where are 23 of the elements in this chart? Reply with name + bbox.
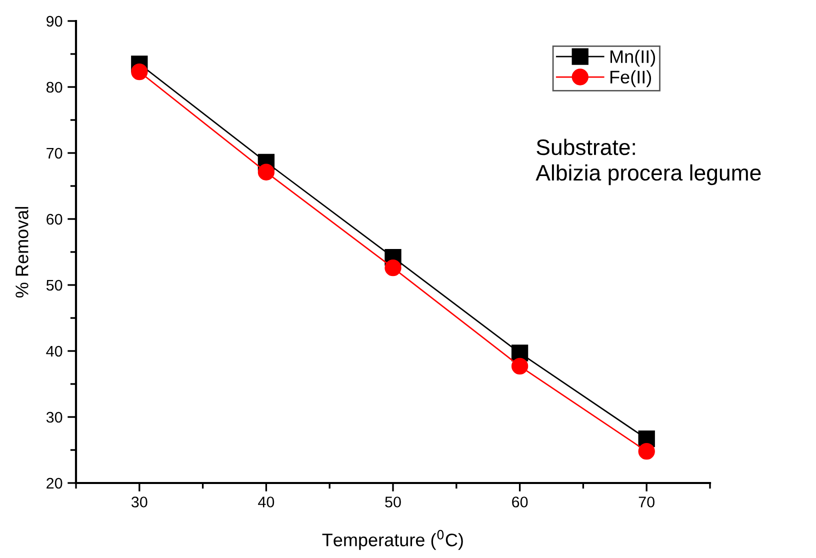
y-tick-label: 80 <box>46 82 62 93</box>
point <box>511 358 528 375</box>
x-tick-label: 50 <box>385 496 401 508</box>
y-tick-label: 50 <box>46 280 62 291</box>
y-tick-label: 30 <box>46 412 62 423</box>
y-tick-label: 40 <box>46 346 62 357</box>
y-tick-label: 20 <box>46 478 62 489</box>
point <box>131 63 148 80</box>
point <box>258 164 275 180</box>
y-tick-label: 70 <box>46 148 62 159</box>
legend-label: Mn(II) <box>610 50 656 67</box>
x-tick-label: 40 <box>258 496 274 508</box>
y-axis-title: % Removal <box>15 207 28 298</box>
x-tick-label: 60 <box>512 496 528 508</box>
y-tick-label: 60 <box>46 214 62 225</box>
point <box>638 442 655 460</box>
x-tick-label: 30 <box>131 496 148 508</box>
x-axis-title: Temperature ($^{0}$C) <box>322 530 463 550</box>
x-tick-label: 70 <box>638 496 654 508</box>
annotation: Substrate: Albizia procera legume <box>536 138 761 186</box>
point <box>384 260 402 276</box>
y-tick-label: 90 <box>46 16 62 27</box>
legend-label: Fe(II) <box>610 70 652 88</box>
